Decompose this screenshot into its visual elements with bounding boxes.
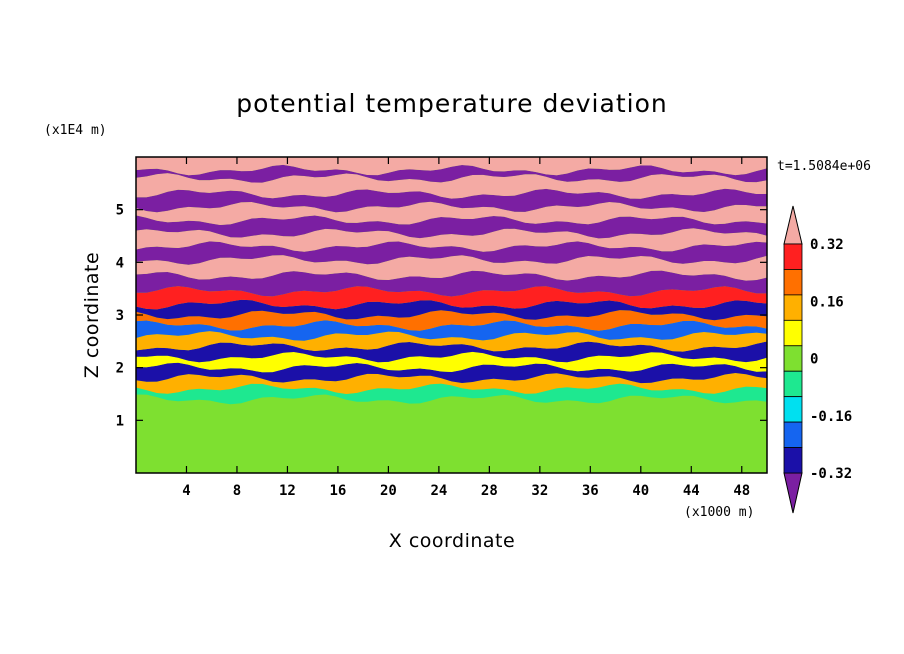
colorbar-segment (783, 396, 803, 423)
colorbar-label: -0.16 (810, 409, 852, 425)
contour-band (136, 373, 767, 394)
x-tick-label: 4 (182, 483, 190, 499)
colorbar-segment (783, 421, 803, 448)
contour-band (136, 299, 767, 321)
contour-band (136, 164, 767, 183)
colorbar-arrow-top (783, 205, 803, 245)
y-tick-label: 5 (116, 203, 124, 219)
colorbar-label: 0.16 (810, 294, 844, 310)
contour-band (136, 341, 767, 363)
x-tick-label: 32 (531, 483, 548, 499)
x-tick-label: 40 (632, 483, 649, 499)
y-tick-label: 1 (116, 413, 124, 429)
contour-band (136, 331, 767, 352)
x-tick-label: 8 (233, 483, 241, 499)
contour-band (136, 188, 767, 213)
contour-band (136, 394, 767, 473)
time-label: t=1.5084e+06 (777, 159, 871, 174)
contour-band (136, 157, 767, 176)
x-axis: 4 8 12 16 20 24 28 32 36 40 44 48 (182, 157, 750, 499)
contour-band (136, 362, 767, 384)
contour-band (136, 320, 767, 341)
y-axis-label: Z coordinate (81, 252, 103, 378)
contour-band (136, 201, 767, 225)
colorbar-segment (783, 243, 803, 270)
x-tick-label: 48 (733, 483, 750, 499)
contour-band (136, 228, 767, 252)
colorbar-segment (783, 447, 803, 474)
colorbar-segment (783, 319, 803, 347)
y-tick-label: 3 (116, 308, 124, 324)
contour-band (136, 215, 767, 239)
x-tick-label: 36 (582, 483, 599, 499)
colorbar-label: 0 (810, 352, 818, 368)
contour-band (136, 383, 767, 405)
colorbar-segment (783, 345, 803, 372)
x-tick-label: 20 (380, 483, 397, 499)
contour-band (136, 310, 767, 331)
x-tick-label: 44 (683, 483, 700, 499)
colorbar: -0.32 -0.16 0 0.16 0.32 (783, 205, 852, 514)
y-tick-label: 4 (116, 255, 124, 271)
contour-band (136, 241, 767, 265)
colorbar-segment (783, 294, 803, 321)
x-tick-label: 24 (430, 483, 447, 499)
contour-band (136, 351, 767, 373)
contour-band (136, 270, 767, 297)
chart-title: potential temperature deviation (236, 89, 667, 118)
contour-band (136, 286, 767, 310)
colorbar-label: -0.32 (810, 466, 852, 482)
colorbar-segment (783, 269, 803, 296)
contour-band (136, 255, 767, 281)
x-axis-label: X coordinate (389, 530, 515, 552)
y-unit-label: (x1E4 m) (44, 123, 107, 138)
y-tick-label: 2 (116, 361, 124, 377)
plot-area (136, 157, 767, 473)
colorbar-arrow-bottom (783, 472, 803, 514)
x-tick-label: 28 (481, 483, 498, 499)
x-tick-label: 16 (329, 483, 346, 499)
colorbar-label: 0.32 (810, 237, 844, 253)
y-axis: 1 2 3 4 5 (116, 203, 767, 429)
contour-band (136, 173, 767, 199)
colorbar-segment (783, 370, 803, 398)
x-tick-label: 12 (279, 483, 296, 499)
x-unit-label: (x1000 m) (684, 505, 754, 520)
